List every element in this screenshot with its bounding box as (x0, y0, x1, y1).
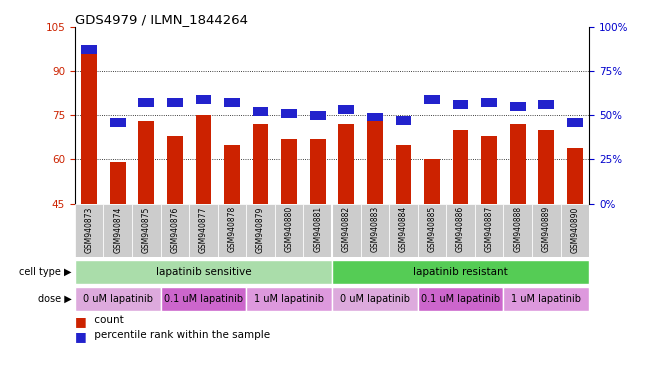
Bar (481, 136, 497, 204)
Text: GSM940887: GSM940887 (484, 206, 493, 252)
Bar (447, 204, 475, 257)
Bar (510, 124, 525, 204)
Bar (224, 98, 240, 107)
Bar (332, 260, 589, 284)
Text: 0 uM lapatinib: 0 uM lapatinib (83, 293, 153, 304)
Bar (339, 106, 354, 114)
Text: GSM940888: GSM940888 (513, 206, 522, 252)
Bar (189, 204, 217, 257)
Text: GSM940878: GSM940878 (227, 206, 236, 252)
Bar (367, 115, 383, 204)
Bar (510, 102, 525, 111)
Bar (332, 204, 361, 257)
Bar (139, 121, 154, 204)
Text: GSM940880: GSM940880 (284, 206, 294, 252)
Bar (310, 139, 326, 204)
Bar (246, 204, 275, 257)
Bar (224, 145, 240, 204)
Text: GSM940876: GSM940876 (171, 206, 180, 253)
Bar (139, 98, 154, 107)
Bar (475, 204, 503, 257)
Text: 1 uM lapatinib: 1 uM lapatinib (254, 293, 324, 304)
Text: 0.1 uM lapatinib: 0.1 uM lapatinib (164, 293, 243, 304)
Bar (310, 111, 326, 120)
Bar (503, 204, 532, 257)
Text: GSM940875: GSM940875 (142, 206, 151, 253)
Bar (75, 204, 104, 257)
Bar (418, 286, 503, 311)
Text: GSM940890: GSM940890 (570, 206, 579, 253)
Bar (567, 147, 583, 204)
Text: GSM940886: GSM940886 (456, 206, 465, 252)
Bar (396, 116, 411, 125)
Bar (452, 130, 469, 204)
Text: ■: ■ (75, 315, 87, 328)
Text: count: count (91, 315, 124, 325)
Bar (75, 286, 161, 311)
Text: GSM940882: GSM940882 (342, 206, 351, 252)
Bar (275, 204, 303, 257)
Bar (481, 98, 497, 107)
Bar (281, 139, 297, 204)
Text: GSM940883: GSM940883 (370, 206, 380, 252)
Text: GSM940885: GSM940885 (428, 206, 437, 252)
Bar (253, 107, 268, 116)
Bar (253, 124, 268, 204)
Bar (110, 162, 126, 204)
Text: ■: ■ (75, 330, 87, 343)
Text: dose ▶: dose ▶ (38, 293, 72, 304)
Text: GDS4979 / ILMN_1844264: GDS4979 / ILMN_1844264 (75, 13, 248, 26)
Bar (424, 159, 440, 204)
Bar (503, 286, 589, 311)
Bar (361, 204, 389, 257)
Text: lapatinib resistant: lapatinib resistant (413, 266, 508, 277)
Text: GSM940873: GSM940873 (85, 206, 94, 253)
Bar (389, 204, 418, 257)
Bar (396, 145, 411, 204)
Bar (81, 45, 97, 54)
Bar (167, 136, 183, 204)
Text: 0 uM lapatinib: 0 uM lapatinib (340, 293, 410, 304)
Bar (339, 124, 354, 204)
Text: cell type ▶: cell type ▶ (19, 266, 72, 277)
Bar (561, 204, 589, 257)
Bar (538, 100, 554, 109)
Bar (367, 113, 383, 121)
Bar (303, 204, 332, 257)
Bar (281, 109, 297, 118)
Bar (532, 204, 561, 257)
Text: 1 uM lapatinib: 1 uM lapatinib (511, 293, 581, 304)
Bar (538, 130, 554, 204)
Bar (161, 286, 246, 311)
Bar (81, 48, 97, 204)
Bar (104, 204, 132, 257)
Bar (167, 98, 183, 107)
Text: percentile rank within the sample: percentile rank within the sample (91, 330, 270, 340)
Text: GSM940879: GSM940879 (256, 206, 265, 253)
Bar (132, 204, 161, 257)
Bar (567, 118, 583, 127)
Text: 0.1 uM lapatinib: 0.1 uM lapatinib (421, 293, 500, 304)
Bar (246, 286, 332, 311)
Bar (452, 100, 469, 109)
Bar (424, 95, 440, 104)
Text: GSM940874: GSM940874 (113, 206, 122, 253)
Text: GSM940889: GSM940889 (542, 206, 551, 252)
Text: GSM940877: GSM940877 (199, 206, 208, 253)
Bar (195, 95, 212, 104)
Text: lapatinib sensitive: lapatinib sensitive (156, 266, 251, 277)
Bar (332, 286, 418, 311)
Text: GSM940881: GSM940881 (313, 206, 322, 252)
Bar (161, 204, 189, 257)
Text: GSM940884: GSM940884 (399, 206, 408, 252)
Bar (75, 260, 332, 284)
Bar (217, 204, 246, 257)
Bar (110, 118, 126, 127)
Bar (195, 115, 212, 204)
Bar (418, 204, 447, 257)
